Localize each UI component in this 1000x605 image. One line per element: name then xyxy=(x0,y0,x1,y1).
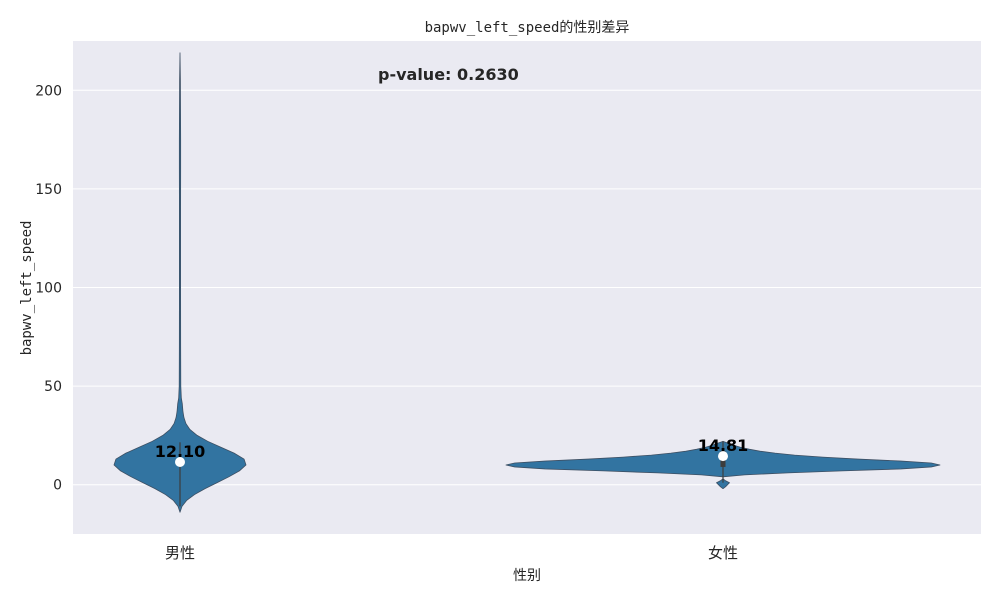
chart-title: bapwv_left_speed的性别差异 xyxy=(425,20,630,36)
x-tick-label: 男性 xyxy=(165,544,195,562)
violins: 12.10 14.81 xyxy=(113,52,941,513)
x-tick-label: 女性 xyxy=(708,544,738,562)
median-point xyxy=(718,451,728,462)
y-tick-label: 50 xyxy=(44,379,62,395)
x-axis-ticks: 男性 女性 xyxy=(165,544,738,562)
p-value-annotation: p-value: 0.2630 xyxy=(378,65,519,84)
violin-body-male xyxy=(113,52,247,513)
y-tick-label: 150 xyxy=(35,182,62,198)
median-point xyxy=(175,457,185,468)
y-tick-label: 200 xyxy=(35,83,62,99)
y-axis-title: bapwv_left_speed xyxy=(19,221,35,356)
y-tick-label: 100 xyxy=(35,281,62,297)
y-tick-label: 0 xyxy=(53,478,62,494)
y-axis-ticks: 0 50 100 150 200 xyxy=(35,83,62,493)
grid-lines xyxy=(73,89,981,486)
x-axis-title: 性别 xyxy=(513,568,541,584)
median-label: 14.81 xyxy=(698,436,749,455)
median-label: 12.10 xyxy=(155,442,206,461)
